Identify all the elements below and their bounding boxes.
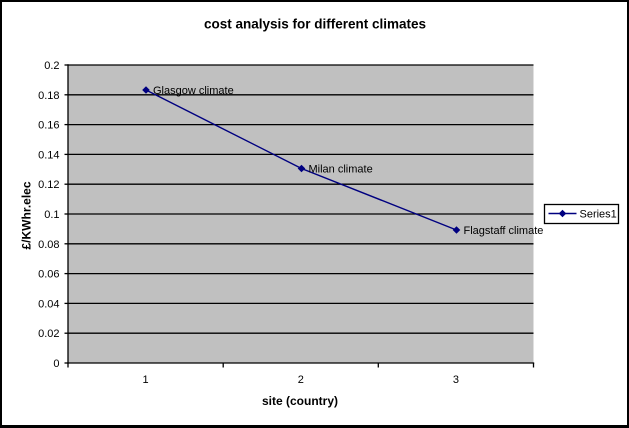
svg-text:1: 1	[143, 374, 149, 386]
svg-text:Milan climate: Milan climate	[309, 164, 373, 176]
svg-text:Flagstaff climate: Flagstaff climate	[464, 225, 544, 237]
svg-text:Glasgow climate: Glasgow climate	[153, 85, 234, 97]
svg-text:cost analysis for different cl: cost analysis for different climates	[204, 17, 426, 32]
svg-text:0.02: 0.02	[38, 328, 59, 340]
svg-text:site (country): site (country)	[262, 394, 338, 408]
svg-text:3: 3	[453, 374, 459, 386]
svg-text:£/KWhr.elec: £/KWhr.elec	[20, 181, 34, 249]
svg-text:0.08: 0.08	[38, 239, 59, 251]
svg-text:0: 0	[53, 358, 59, 370]
svg-text:0.2: 0.2	[44, 60, 59, 72]
svg-text:0.06: 0.06	[38, 269, 59, 281]
svg-text:2: 2	[298, 374, 304, 386]
svg-text:0.14: 0.14	[38, 149, 59, 161]
svg-text:0.1: 0.1	[44, 209, 59, 221]
svg-text:0.16: 0.16	[38, 120, 59, 132]
svg-text:0.18: 0.18	[38, 90, 59, 102]
svg-text:Series1: Series1	[580, 209, 617, 221]
svg-text:0.12: 0.12	[38, 179, 59, 191]
svg-text:0.04: 0.04	[38, 298, 59, 310]
